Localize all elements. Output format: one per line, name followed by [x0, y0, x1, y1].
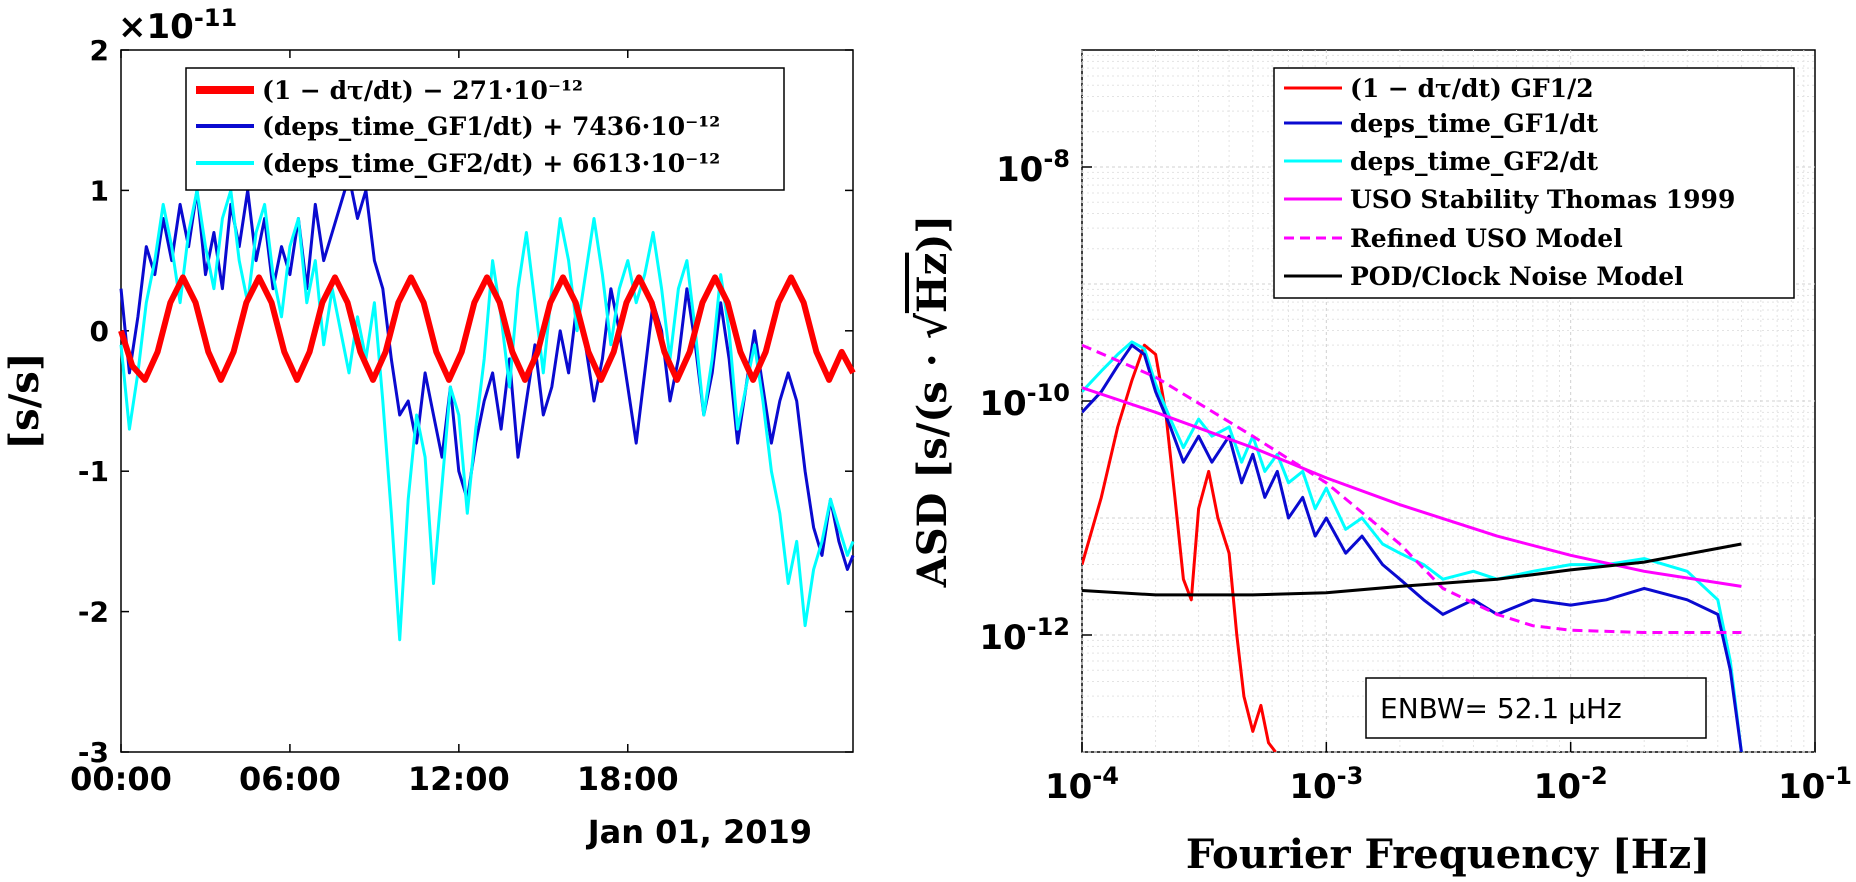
left-y-tick-label: 2 — [90, 34, 109, 67]
left-y-tick-label: -2 — [78, 596, 109, 629]
right-y-tick-label: 10-8 — [996, 145, 1070, 190]
left-x-ticks: 00:00 06:00 12:00 18:00 — [70, 50, 679, 798]
right-legend-label-magenta: USO Stability Thomas 1999 — [1350, 185, 1735, 214]
right-plot: 10-12 10-10 10-8 10-4 10-3 10-2 10-1 Fourier … — [909, 49, 1852, 878]
left-series-cyan — [119, 188, 855, 642]
right-x-tick-label: 10-4 — [1045, 762, 1119, 807]
right-x-label: Fourier Frequency [Hz] — [1186, 831, 1710, 878]
left-y-tick-label: 1 — [90, 174, 109, 207]
right-y-tick-label: 10-12 — [979, 613, 1070, 658]
right-series-group — [1082, 340, 1743, 752]
left-legend-label-blue: (deps_time_GF1/dt) + 7436·10⁻¹² — [262, 112, 720, 141]
right-series-cyan — [1082, 340, 1743, 752]
right-legend-label-black: POD/Clock Noise Model — [1350, 262, 1684, 291]
left-y-ticks: -3 -2 -1 0 1 2 — [78, 34, 853, 769]
right-x-tick-label: 10-2 — [1534, 762, 1608, 807]
enbw-annotation: ENBW= 52.1 μHz — [1365, 677, 1707, 739]
left-legend-label-cyan: (deps_time_GF2/dt) + 6613·10⁻¹² — [262, 149, 720, 178]
left-y-tick-label: -3 — [78, 736, 109, 769]
right-y-ticks: 10-12 10-10 10-8 — [979, 145, 1092, 658]
left-series-group — [118, 174, 856, 642]
right-y-label-root: Hz — [909, 253, 956, 314]
left-series-blue — [119, 174, 855, 571]
left-x-tick-label: 18:00 — [577, 760, 679, 798]
left-legend-box — [185, 67, 785, 191]
left-y-label: [s/s] — [1, 352, 48, 450]
enbw-box — [1365, 677, 1707, 739]
right-series-black — [1082, 542, 1742, 597]
right-x-tick-label: 10-1 — [1778, 762, 1852, 807]
right-series-magenta-dashed — [1082, 343, 1742, 634]
right-y-tick-label: 10-10 — [979, 379, 1070, 424]
left-exponent-label: ×10-11 — [118, 4, 237, 47]
right-legend-label-red: (1 − dτ/dt) GF1/2 — [1350, 74, 1594, 103]
left-plot: -3 -2 -1 0 1 2 00:00 06:00 12:00 18:00 ×10-11 [s… — [1, 4, 856, 851]
right-x-ticks: 10-4 10-3 10-2 10-1 — [1045, 742, 1852, 807]
right-legend-label-magenta-dashed: Refined USO Model — [1350, 224, 1623, 253]
left-y-tick-label: -1 — [78, 455, 109, 488]
left-legend: (1 − dτ/dt) − 271·10⁻¹² (deps_time_GF1/d… — [185, 67, 785, 191]
right-legend-label-blue: deps_time_GF1/dt — [1350, 109, 1598, 138]
right-legend: (1 − dτ/dt) GF1/2 deps_time_GF1/dt deps_… — [1273, 67, 1795, 299]
left-x-tick-label: 06:00 — [239, 760, 341, 798]
right-x-tick-label: 10-3 — [1289, 762, 1363, 807]
left-x-tick-label: 12:00 — [408, 760, 510, 798]
left-x-tick-label: 00:00 — [70, 760, 172, 798]
left-legend-label-red: (1 − dτ/dt) − 271·10⁻¹² — [262, 76, 583, 105]
enbw-text: ENBW= 52.1 μHz — [1380, 692, 1622, 725]
svg-text:ASD [s/(s · √Hz)]: ASD [s/(s · √Hz)] — [909, 215, 956, 588]
right-series-red — [1082, 343, 1277, 752]
left-series-red — [118, 274, 856, 383]
right-legend-label-cyan: deps_time_GF2/dt — [1350, 147, 1598, 176]
right-legend-box — [1273, 67, 1795, 299]
left-y-tick-label: 0 — [90, 315, 109, 348]
right-y-label: ASD [s/(s · √Hz)] — [909, 215, 956, 588]
left-date-label: Jan 01, 2019 — [586, 813, 812, 851]
